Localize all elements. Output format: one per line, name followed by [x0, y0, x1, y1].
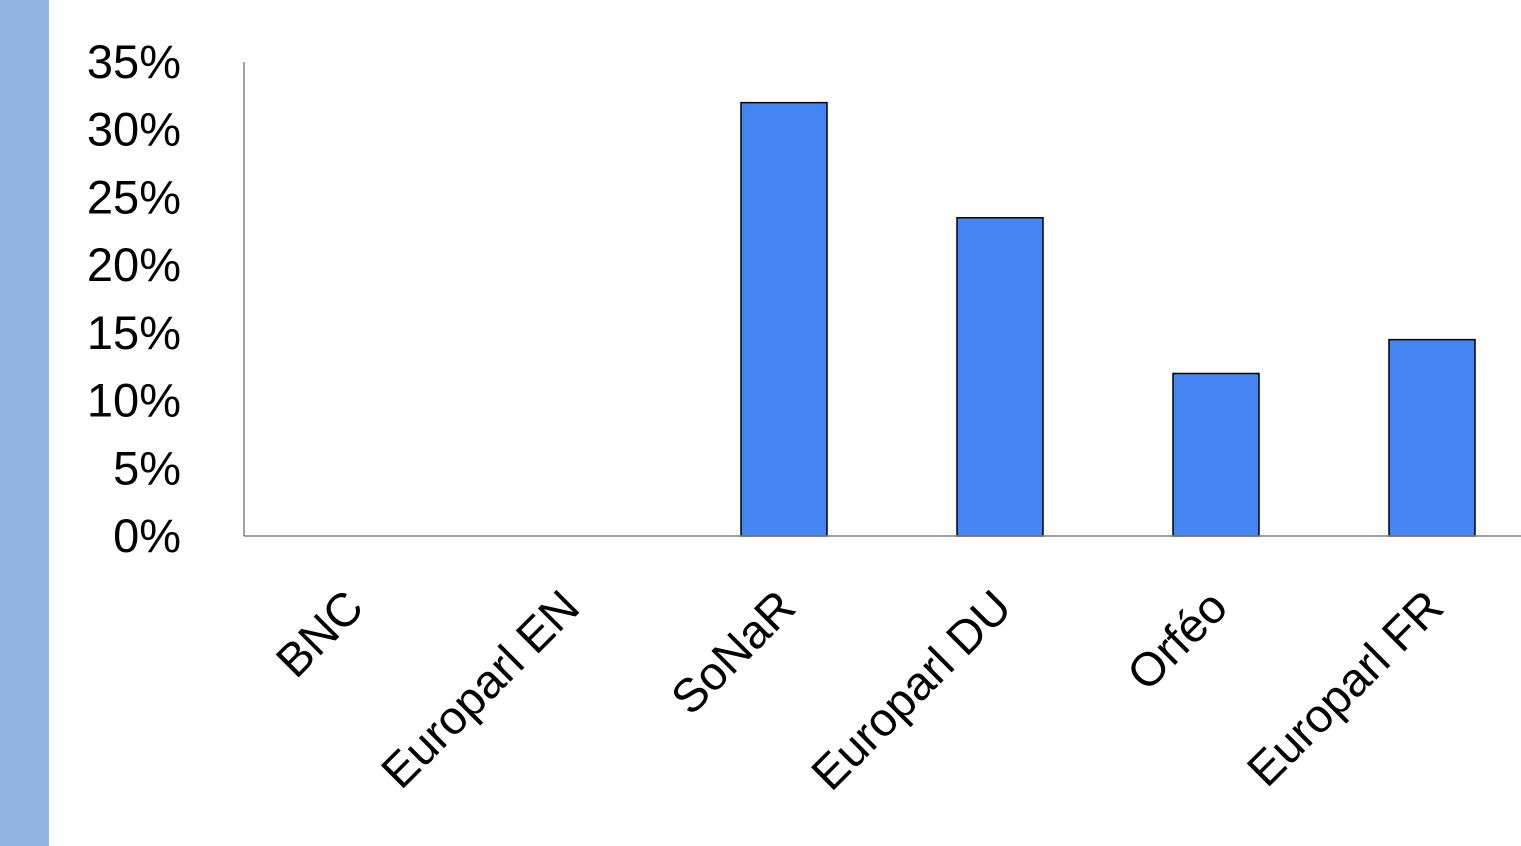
y-tick-label: 35%: [87, 35, 181, 88]
bar: [740, 101, 828, 537]
y-tick-label: 15%: [87, 306, 181, 359]
y-tick-label: 20%: [87, 238, 181, 291]
y-tick-label: 0%: [113, 509, 181, 562]
y-tick-label: 30%: [87, 103, 181, 156]
x-category-label: BNC: [265, 580, 373, 688]
x-category-label: SoNaR: [660, 580, 805, 725]
bar: [956, 216, 1044, 537]
y-axis-tick-labels: 0% 5% 10% 15% 20% 25% 30% 35%: [87, 35, 181, 562]
y-tick-label: 10%: [87, 374, 181, 427]
bar: [1388, 338, 1476, 537]
x-category-label: Orféo: [1116, 580, 1237, 701]
axes: [243, 62, 1521, 537]
x-category-label: Europarl DU: [801, 580, 1021, 800]
x-category-label: Europarl FR: [1236, 580, 1453, 797]
y-tick-label: 5%: [113, 441, 181, 494]
y-tick-label: 25%: [87, 170, 181, 223]
bars: [740, 101, 1476, 537]
side-accent-strip: [0, 0, 49, 846]
x-category-label: Europarl EN: [371, 580, 589, 798]
bar: [1172, 372, 1260, 537]
